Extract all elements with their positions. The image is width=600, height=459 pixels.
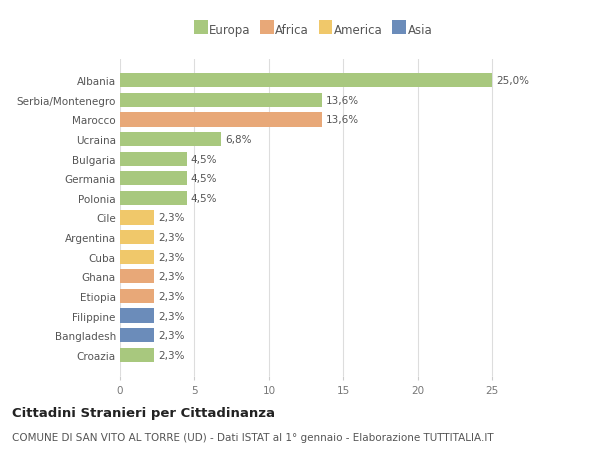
Bar [120,113,322,127]
Bar [120,94,322,108]
Text: 6,8%: 6,8% [225,135,251,145]
Text: 4,5%: 4,5% [191,194,217,203]
Text: COMUNE DI SAN VITO AL TORRE (UD) - Dati ISTAT al 1° gennaio - Elaborazione TUTTI: COMUNE DI SAN VITO AL TORRE (UD) - Dati … [12,432,494,442]
Text: Cittadini Stranieri per Cittadinanza: Cittadini Stranieri per Cittadinanza [12,406,275,419]
Text: 2,3%: 2,3% [158,233,184,242]
Text: 13,6%: 13,6% [326,95,359,106]
Bar [120,152,187,167]
Bar [120,74,492,88]
Text: 2,3%: 2,3% [158,272,184,282]
Bar [120,133,221,147]
Text: 4,5%: 4,5% [191,154,217,164]
Text: 2,3%: 2,3% [158,330,184,341]
Bar [120,328,154,342]
Bar [120,211,154,225]
Text: 13,6%: 13,6% [326,115,359,125]
Bar [120,230,154,245]
Text: 2,3%: 2,3% [158,350,184,360]
Legend: Europa, Africa, America, Asia: Europa, Africa, America, Asia [194,24,432,37]
Text: 2,3%: 2,3% [158,291,184,301]
Bar [120,172,187,186]
Bar [120,191,187,206]
Text: 2,3%: 2,3% [158,311,184,321]
Text: 2,3%: 2,3% [158,252,184,262]
Bar [120,289,154,303]
Bar [120,250,154,264]
Text: 25,0%: 25,0% [496,76,529,86]
Text: 2,3%: 2,3% [158,213,184,223]
Bar [120,309,154,323]
Bar [120,269,154,284]
Text: 4,5%: 4,5% [191,174,217,184]
Bar [120,348,154,362]
